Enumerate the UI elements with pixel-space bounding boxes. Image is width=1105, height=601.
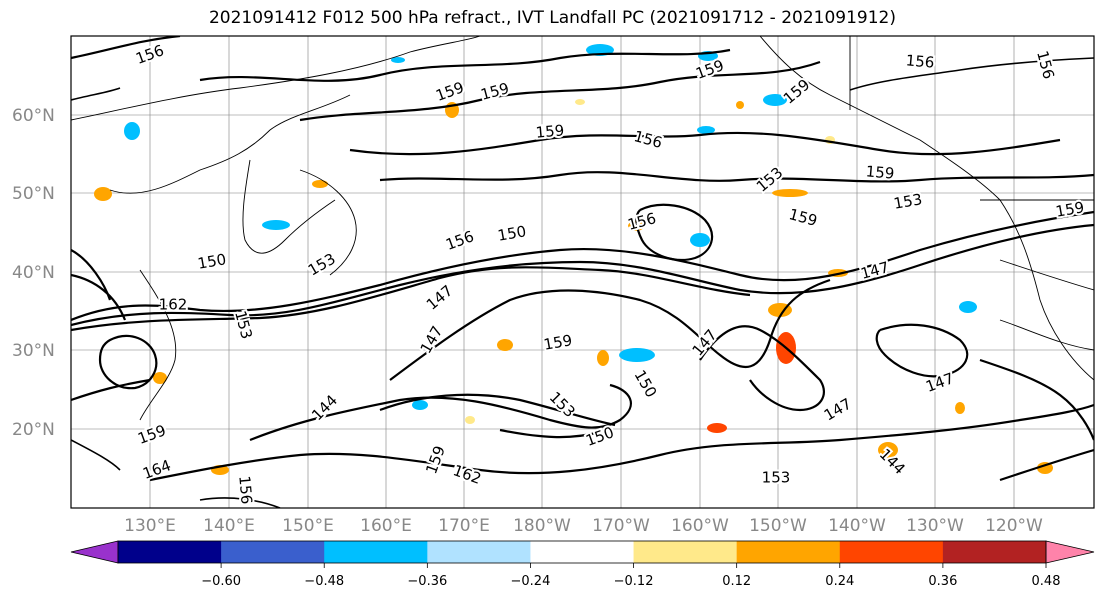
colorbar-segment [839, 541, 944, 563]
lat-label-50n: 50°N [12, 184, 55, 204]
contour-label: 156 [235, 475, 255, 505]
colorbar-extend-high [1045, 540, 1095, 564]
colorbar-tick-label: −0.60 [201, 574, 241, 589]
contour-label: 156 [905, 51, 935, 71]
colorbar-tick-label: 0.24 [825, 574, 854, 589]
colorbar: −0.60 −0.48 −0.36 −0.24 −0.12 0.12 0.24 0.36 0.4… [70, 540, 1095, 589]
colorbar-tick-label: −0.24 [511, 574, 551, 589]
colorbar-tick-label: 0.48 [1032, 574, 1061, 589]
colorbar-segment [736, 541, 841, 563]
contour-label: 159 [542, 331, 573, 354]
colorbar-tick-label: −0.36 [407, 574, 447, 589]
colorbar-tick-label: 0.36 [928, 574, 957, 589]
map-title: 2021091412 F012 500 hPa refract., IVT La… [208, 8, 896, 28]
lon-label-140w: 140°W [828, 516, 886, 536]
lat-label-60n: 60°N [12, 106, 55, 126]
latitude-labels: 60°N 50°N 40°N 30°N 20°N [12, 106, 55, 440]
colorbar-tick-label: −0.48 [304, 574, 344, 589]
lon-label-170w: 170°W [592, 516, 650, 536]
colorbar-segment [530, 541, 635, 563]
lon-label-150e: 150°E [282, 516, 334, 536]
colorbar-segment [942, 541, 1047, 563]
contour-label: 159 [535, 121, 565, 141]
colorbar-segment [427, 541, 531, 563]
lon-label-180w: 180°W [513, 516, 571, 536]
map-layers [71, 36, 1094, 508]
lon-label-140e: 140°E [203, 516, 255, 536]
colorbar-tick-label: −0.12 [614, 574, 654, 589]
map-frame [70, 35, 1095, 509]
lon-label-120w: 120°W [985, 516, 1043, 536]
lon-label-170e: 170°E [438, 516, 490, 536]
lat-label-20n: 20°N [12, 420, 55, 440]
lat-label-40n: 40°N [12, 263, 55, 283]
contour-label: 162 [159, 296, 188, 314]
longitude-labels: 130°E 140°E 150°E 160°E 170°E 180°W 170°… [124, 516, 1043, 536]
colorbar-segment [118, 541, 222, 563]
contour-label: 153 [762, 469, 791, 487]
colorbar-outline [117, 540, 1047, 564]
colorbar-segments [118, 541, 1047, 563]
colorbar-ticks: −0.60 −0.48 −0.36 −0.24 −0.12 0.12 0.24 0.36 0.4… [201, 563, 1061, 589]
lon-label-160w: 160°W [671, 516, 729, 536]
colorbar-segment [324, 541, 428, 563]
colorbar-tick-label: 0.12 [722, 574, 751, 589]
colorbar-segment [221, 541, 325, 563]
contour-lines [71, 36, 1094, 508]
lat-label-30n: 30°N [12, 341, 55, 361]
lon-label-150w: 150°W [749, 516, 807, 536]
contour-label: 159 [865, 162, 895, 182]
colorbar-segment [633, 541, 738, 563]
lon-label-130w: 130°W [906, 516, 964, 536]
lon-label-130e: 130°E [124, 516, 176, 536]
colorbar-extend-low [70, 540, 119, 564]
lon-label-160e: 160°E [360, 516, 412, 536]
